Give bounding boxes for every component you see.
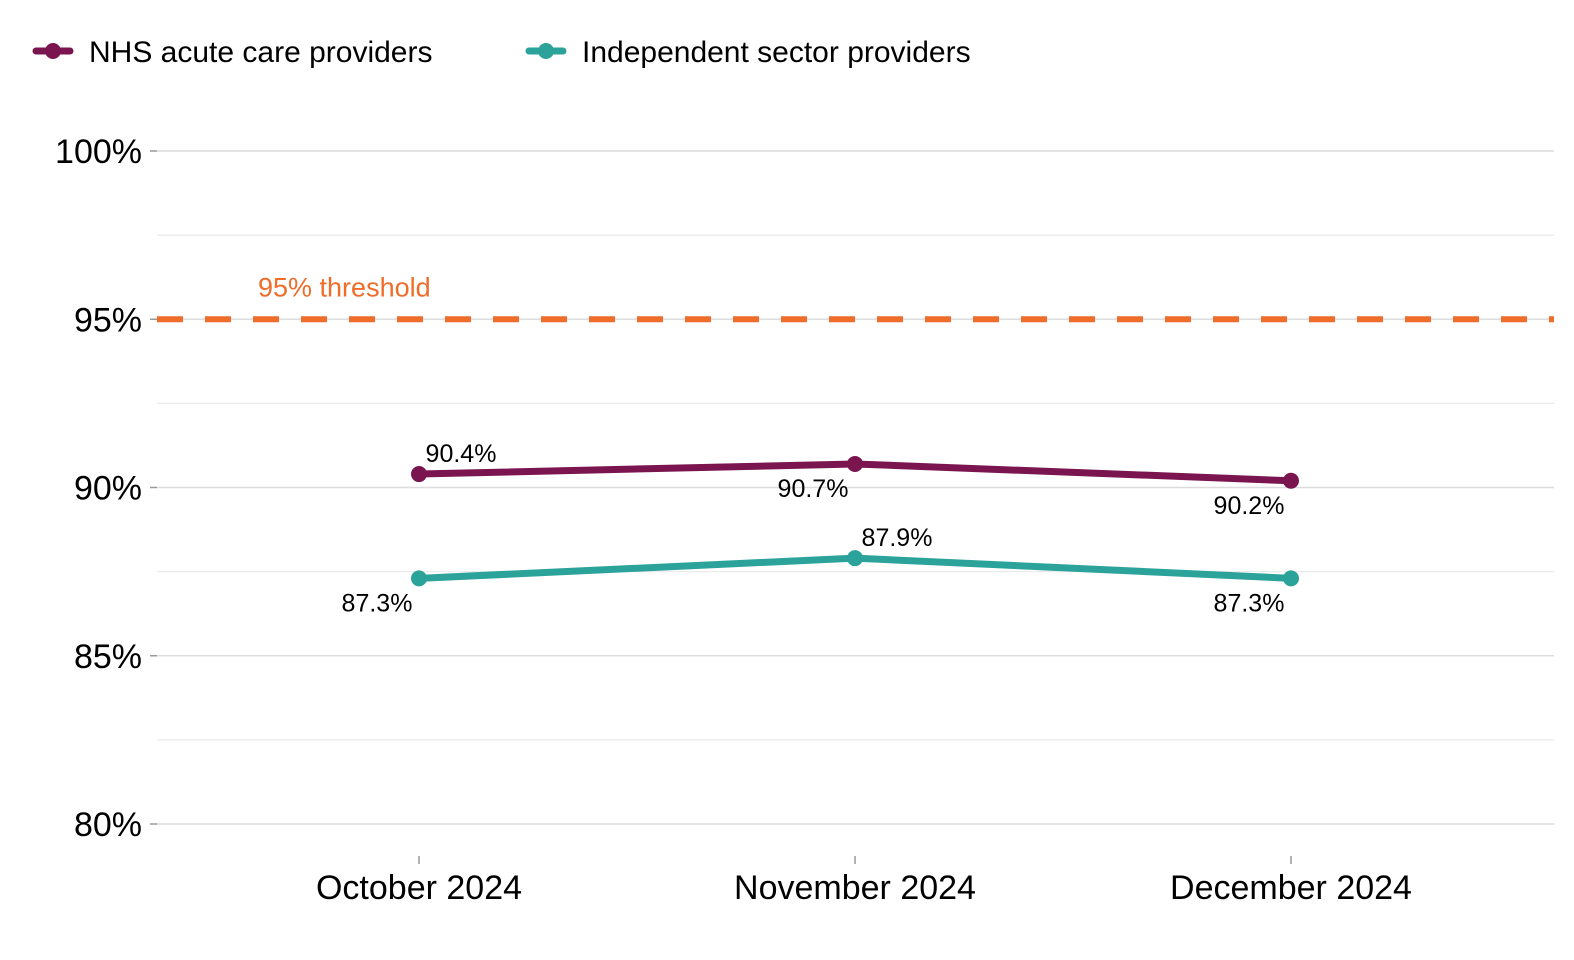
data-point bbox=[411, 466, 427, 483]
y-tick-label: 100% bbox=[55, 133, 142, 171]
data-point bbox=[847, 550, 863, 567]
legend-item-2: Independent sector providers bbox=[525, 36, 971, 69]
gridlines bbox=[157, 150, 1554, 825]
legend-marker bbox=[538, 43, 554, 59]
legend-item-1: NHS acute care providers bbox=[32, 36, 432, 69]
series-group bbox=[411, 455, 1299, 587]
legend: NHS acute care providers Independent sect… bbox=[32, 36, 971, 69]
y-tick-label: 90% bbox=[74, 470, 142, 508]
data-label: 87.3% bbox=[1214, 589, 1285, 617]
x-tick-label: October 2024 bbox=[316, 869, 522, 907]
data-label: 90.4% bbox=[426, 440, 497, 468]
data-point bbox=[1283, 570, 1299, 587]
y-tick-label: 85% bbox=[74, 638, 142, 676]
data-point bbox=[847, 455, 863, 472]
x-tick-label: December 2024 bbox=[1170, 869, 1412, 907]
x-tick-label: November 2024 bbox=[734, 869, 976, 907]
threshold-line-group: 95% threshold bbox=[157, 272, 1554, 323]
data-point bbox=[1283, 472, 1299, 489]
data-label: 90.2% bbox=[1214, 492, 1285, 520]
data-label: 87.3% bbox=[342, 589, 413, 617]
data-label: 87.9% bbox=[862, 524, 933, 552]
data-label: 90.7% bbox=[778, 475, 849, 503]
legend-marker bbox=[45, 43, 61, 59]
data-point bbox=[411, 570, 427, 587]
y-tick-label: 80% bbox=[74, 806, 142, 844]
legend-label: Independent sector providers bbox=[582, 36, 971, 69]
legend-label: NHS acute care providers bbox=[89, 36, 432, 69]
axes: 80% 85% 90% 95% 100% October 2024 November 202… bbox=[55, 133, 1412, 907]
data-labels-group: 90.4% 90.7% 90.2% 87.3% 87.9% 87.3% bbox=[342, 440, 1285, 617]
y-tick-label: 95% bbox=[74, 301, 142, 339]
threshold-label: 95% threshold bbox=[258, 272, 431, 302]
